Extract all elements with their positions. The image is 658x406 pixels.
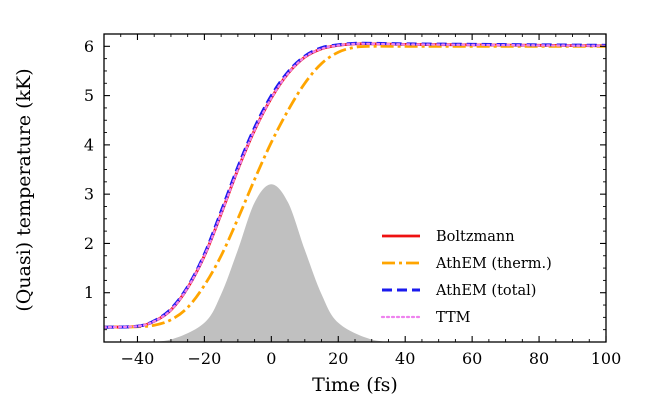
series-layer bbox=[104, 41, 606, 329]
legend: Boltzmann AthEM (therm.) AthEM (total) TTM bbox=[380, 229, 552, 326]
legend-label: AthEM (therm.) bbox=[435, 256, 552, 272]
x-tick-label: 60 bbox=[462, 349, 482, 368]
x-tick-label: −40 bbox=[121, 349, 155, 368]
tick-labels-layer: −40 −20 0 20 40 60 80 100 1 2 3 4 5 6 bbox=[84, 37, 621, 368]
x-tick-label: 20 bbox=[328, 349, 348, 368]
y-axis-title: (Quasi) temperature (kK) bbox=[13, 68, 35, 311]
legend-label: TTM bbox=[436, 310, 471, 326]
ticks-layer bbox=[103, 34, 607, 342]
x-tick-label: 0 bbox=[266, 349, 276, 368]
x-tick-label: −20 bbox=[188, 349, 222, 368]
y-tick-label: 4 bbox=[84, 135, 94, 154]
legend-label: AthEM (total) bbox=[435, 283, 536, 299]
x-axis-title: Time (fs) bbox=[312, 374, 398, 396]
y-tick-label: 2 bbox=[84, 234, 94, 253]
series-line-ttm bbox=[104, 42, 606, 329]
x-tick-label: 100 bbox=[591, 349, 622, 368]
y-tick-label: 3 bbox=[84, 185, 94, 204]
x-tick-label: 40 bbox=[395, 349, 415, 368]
y-tick-label: 6 bbox=[84, 37, 94, 56]
x-tick-label: 80 bbox=[529, 349, 549, 368]
pulse-layer bbox=[137, 184, 406, 342]
y-tick-label: 5 bbox=[84, 86, 94, 105]
series-line-athem-therm bbox=[104, 44, 606, 329]
y-tick-label: 1 bbox=[84, 283, 94, 302]
legend-label: Boltzmann bbox=[436, 229, 515, 245]
pulse-area bbox=[137, 184, 406, 342]
